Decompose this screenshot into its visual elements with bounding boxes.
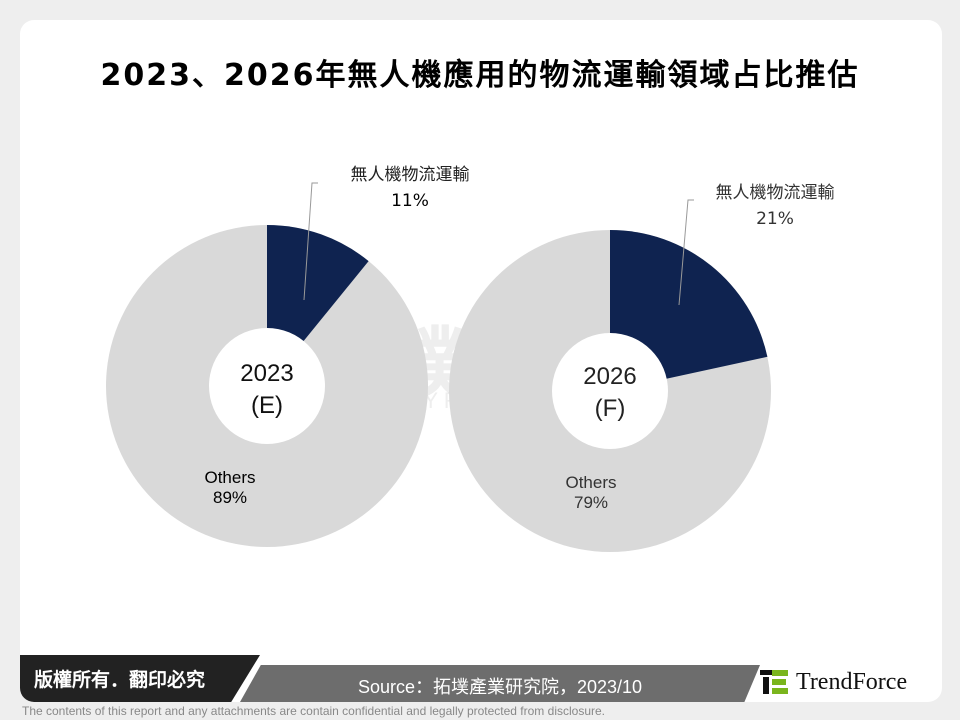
donut-2023: [106, 182, 428, 547]
label-others-pct-2023: 89%: [212, 488, 248, 507]
trendforce-logo-text: TrendForce: [796, 668, 908, 695]
label-drone-2023: 無人機物流運輸 11%: [320, 160, 500, 211]
trendforce-logo: TrendForce: [760, 668, 907, 696]
copyright-text: 版權所有．翻印必究: [34, 669, 206, 691]
center-tag-2026: (F): [594, 395, 626, 422]
donut-hole-2023: [209, 328, 325, 444]
copyright-bar: 版權所有．翻印必究: [20, 655, 260, 702]
label-drone-pct-2023: 11%: [391, 191, 429, 211]
label-others-2023: Others 89%: [180, 468, 280, 508]
label-drone-pct-2026: 21%: [756, 209, 794, 229]
leader-line-2023: [303, 182, 318, 301]
source-text: Source：拓墣產業研究院，2023/10: [357, 677, 643, 697]
label-drone-name-2023: 無人機物流運輸: [350, 165, 470, 185]
disclaimer: The contents of this report and any atta…: [22, 704, 605, 718]
label-others-name-2026: Others: [565, 473, 617, 492]
trendforce-logo-icon: [760, 670, 788, 694]
center-year-2023: 2023: [240, 360, 294, 387]
label-others-2026: Others 79%: [541, 473, 641, 513]
center-tag-2023: (E): [251, 392, 283, 419]
label-drone-name-2026: 無人機物流運輸: [715, 183, 835, 203]
source-bar: Source：拓墣產業研究院，2023/10: [240, 665, 760, 702]
center-year-2026: 2026: [583, 363, 637, 390]
donut-hole-2026: [552, 333, 668, 449]
label-drone-2026: 無人機物流運輸 21%: [685, 178, 865, 229]
center-label-2026: 2026 (F): [560, 361, 660, 425]
label-others-name-2023: Others: [204, 468, 256, 487]
leader-line-2026: [678, 199, 694, 306]
center-label-2023: 2023 (E): [217, 358, 317, 422]
chart-title: 2023、2026年無人機應用的物流運輸領域占比推估: [100, 58, 860, 93]
label-others-pct-2026: 79%: [573, 493, 609, 512]
donut-2026: [449, 199, 771, 552]
